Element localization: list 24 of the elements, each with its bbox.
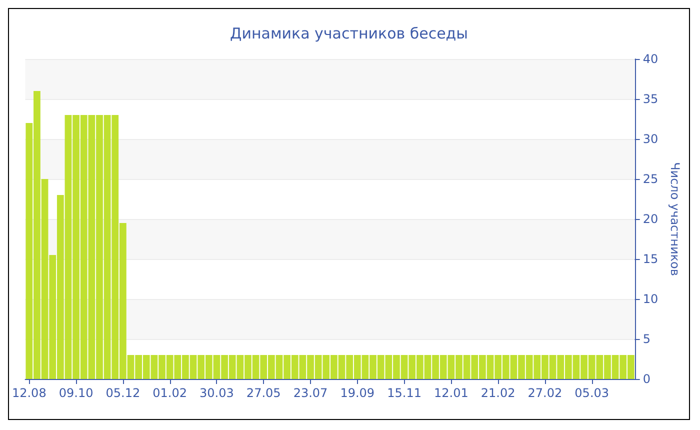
x-tick-label: 01.02	[152, 386, 188, 400]
x-tick-label: 27.05	[246, 386, 281, 400]
x-tick-label: 05.03	[574, 386, 610, 400]
y-tick-label: 30	[642, 132, 658, 146]
y-tick-label: 5	[642, 332, 650, 346]
x-tick-label: 05.12	[106, 386, 140, 400]
y-tick-label: 0	[642, 372, 650, 386]
chart-title: Динамика участников беседы	[230, 24, 468, 42]
x-tick-label: 21.02	[480, 386, 516, 400]
x-tick-label: 12.08	[12, 386, 46, 400]
y-tick-label: 20	[642, 212, 658, 226]
x-tick-label: 09.10	[58, 386, 94, 400]
x-tick-label: 23.07	[293, 386, 328, 400]
y-tick-label: 25	[642, 172, 658, 186]
y-tick-label: 40	[642, 52, 658, 66]
x-tick-label: 12.01	[434, 386, 468, 400]
y-tick-label: 35	[642, 92, 658, 106]
y-tick-label: 10	[642, 292, 658, 306]
x-tick-label: 15.11	[387, 386, 422, 400]
y-axis-title: Число участников	[668, 162, 682, 276]
y-tick-label: 15	[642, 252, 658, 266]
x-tick-label: 30.03	[200, 386, 234, 400]
x-tick-label: 27.02	[528, 386, 562, 400]
x-tick-label: 19.09	[340, 386, 375, 400]
